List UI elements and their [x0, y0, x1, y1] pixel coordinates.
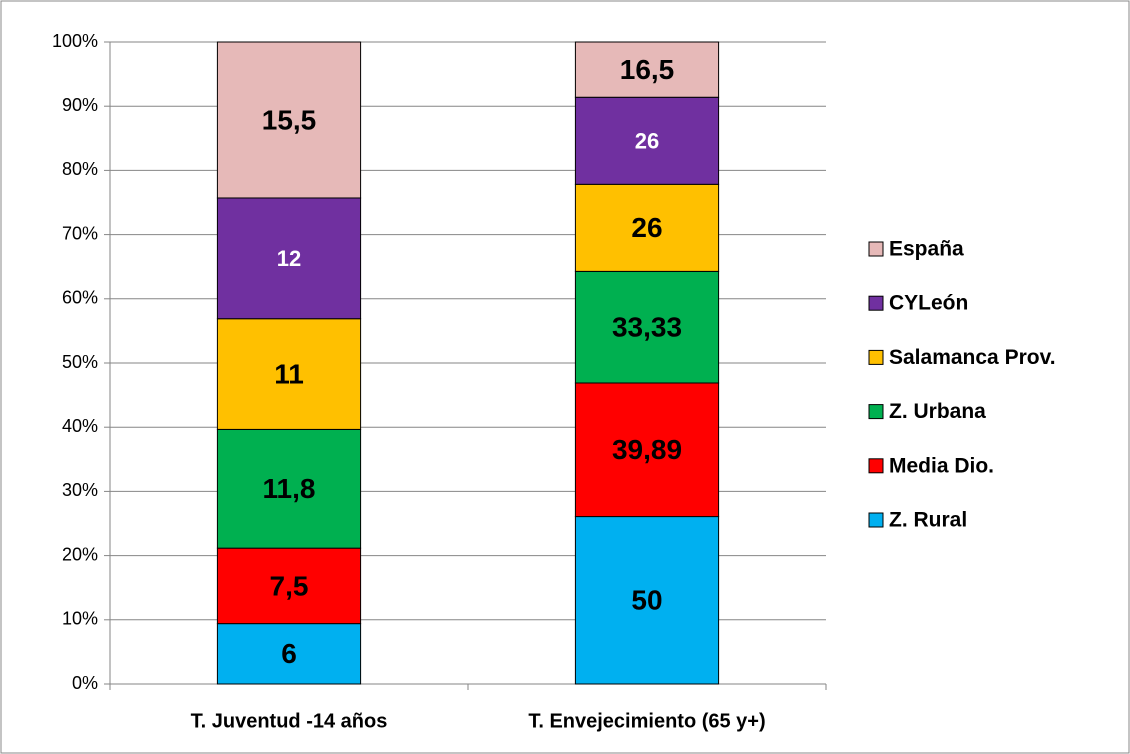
data-label: 11 [274, 358, 304, 389]
legend-swatch [868, 349, 884, 365]
y-tick-label: 20% [62, 544, 98, 564]
legend-label: Media Dio. [889, 454, 994, 477]
legend-label: Z. Rural [889, 509, 967, 532]
legend-label: España [889, 238, 964, 261]
y-tick-label: 100% [52, 31, 98, 51]
legend-swatch [868, 241, 884, 257]
legend-label: Salamanca Prov. [889, 346, 1056, 369]
y-tick-label: 60% [62, 288, 98, 308]
bar-segment [574, 382, 720, 518]
data-label: 16,5 [620, 54, 675, 85]
y-tick-label: 10% [62, 609, 98, 629]
y-tick-label: 80% [62, 159, 98, 179]
legend-label: Z. Urbana [889, 400, 986, 423]
x-tick-label: T. Envejecimiento (65 y+) [528, 710, 765, 732]
legend-swatch [868, 512, 884, 528]
y-tick-label: 50% [62, 352, 98, 372]
y-tick-label: 30% [62, 480, 98, 500]
data-label: 33,33 [612, 312, 682, 343]
bar-segment [574, 183, 720, 272]
data-label: 15,5 [262, 104, 317, 135]
y-tick-label: 0% [72, 673, 98, 693]
data-label: 7,5 [270, 570, 309, 601]
legend-label: CYLeón [889, 292, 968, 315]
legend-swatch [868, 295, 884, 311]
bar-segment [216, 318, 362, 430]
bar-segment [216, 623, 362, 685]
data-label: 50 [631, 585, 662, 616]
bar-segment [574, 96, 720, 185]
legend-swatch [868, 404, 884, 420]
bar-segment [216, 547, 362, 625]
bar-segment [574, 270, 720, 384]
legend-swatch [868, 458, 884, 474]
data-label: 26 [635, 129, 659, 154]
bar-segment [574, 41, 720, 98]
y-tick-label: 40% [62, 416, 98, 436]
data-label: 39,89 [612, 434, 682, 465]
bar-segment [216, 428, 362, 549]
bar-segment [216, 197, 362, 320]
data-label: 12 [277, 246, 301, 271]
y-tick-label: 90% [62, 95, 98, 115]
x-tick-label: T. Juventud -14 años [191, 710, 388, 732]
data-label: 6 [281, 638, 297, 669]
data-label: 26 [631, 212, 662, 243]
y-tick-label: 70% [62, 223, 98, 243]
bar-segment [574, 516, 720, 685]
bar-segment [216, 41, 362, 199]
data-label: 11,8 [263, 473, 316, 504]
